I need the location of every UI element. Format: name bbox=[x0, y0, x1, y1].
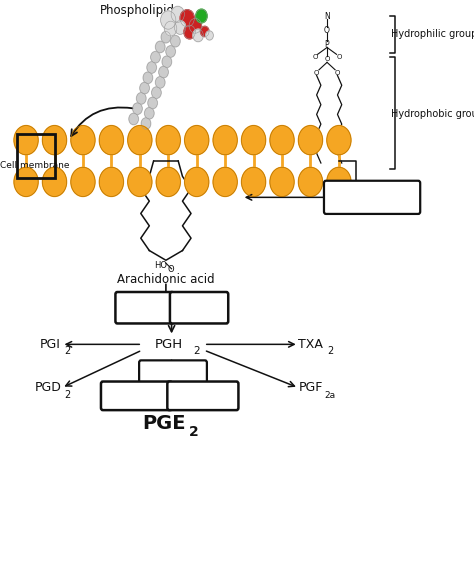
Text: m: m bbox=[179, 390, 191, 402]
Text: Phospolipases A: Phospolipases A bbox=[328, 189, 412, 199]
Circle shape bbox=[270, 125, 294, 154]
Text: P: P bbox=[325, 40, 329, 49]
Circle shape bbox=[242, 125, 266, 154]
FancyBboxPatch shape bbox=[324, 181, 420, 214]
Text: Hydrophilic group: Hydrophilic group bbox=[391, 29, 474, 39]
Circle shape bbox=[128, 125, 152, 154]
Text: O: O bbox=[335, 70, 340, 76]
FancyBboxPatch shape bbox=[170, 292, 228, 324]
Circle shape bbox=[213, 125, 237, 154]
Text: Arachidonic acid: Arachidonic acid bbox=[117, 273, 215, 285]
Text: O: O bbox=[314, 70, 319, 76]
FancyBboxPatch shape bbox=[101, 382, 172, 410]
Circle shape bbox=[162, 56, 172, 67]
Text: 2: 2 bbox=[189, 426, 198, 439]
Circle shape bbox=[327, 167, 351, 196]
Text: PGI: PGI bbox=[39, 338, 60, 351]
Text: PGES-1: PGES-1 bbox=[125, 391, 165, 401]
Text: Phospholipid: Phospholipid bbox=[100, 4, 175, 17]
Circle shape bbox=[196, 9, 207, 23]
Text: 2: 2 bbox=[64, 346, 71, 356]
Circle shape bbox=[206, 31, 213, 40]
Text: PGES: PGES bbox=[166, 368, 197, 381]
Circle shape bbox=[156, 167, 181, 196]
Text: O: O bbox=[167, 265, 174, 275]
Circle shape bbox=[148, 97, 157, 109]
Text: Cell membrane: Cell membrane bbox=[0, 161, 70, 170]
Text: 2: 2 bbox=[401, 197, 407, 206]
Circle shape bbox=[201, 26, 209, 37]
Text: PGH: PGH bbox=[155, 338, 183, 351]
Text: COX-1: COX-1 bbox=[127, 301, 163, 314]
Circle shape bbox=[145, 108, 154, 119]
Text: 2: 2 bbox=[64, 390, 71, 400]
Circle shape bbox=[143, 72, 153, 84]
Circle shape bbox=[161, 31, 171, 43]
Text: PGF: PGF bbox=[298, 382, 323, 394]
Circle shape bbox=[141, 118, 151, 129]
Circle shape bbox=[171, 35, 180, 47]
Text: O: O bbox=[336, 54, 342, 60]
Text: O: O bbox=[324, 57, 330, 62]
Text: O: O bbox=[324, 26, 330, 35]
Circle shape bbox=[43, 125, 66, 154]
Circle shape bbox=[128, 167, 152, 196]
Text: c: c bbox=[156, 368, 163, 381]
Circle shape bbox=[147, 62, 156, 73]
Circle shape bbox=[184, 25, 195, 39]
Circle shape bbox=[129, 113, 138, 125]
Circle shape bbox=[185, 125, 209, 154]
Circle shape bbox=[152, 87, 161, 98]
Circle shape bbox=[193, 29, 203, 42]
Circle shape bbox=[137, 93, 146, 104]
Circle shape bbox=[164, 21, 177, 36]
Text: TXA: TXA bbox=[298, 338, 323, 351]
FancyBboxPatch shape bbox=[139, 360, 207, 389]
Circle shape bbox=[140, 82, 149, 94]
Text: Hydrophobic group: Hydrophobic group bbox=[391, 109, 474, 120]
Text: PGE: PGE bbox=[142, 414, 185, 433]
Circle shape bbox=[213, 167, 237, 196]
Text: PGES-2: PGES-2 bbox=[191, 391, 232, 401]
Circle shape bbox=[155, 41, 165, 53]
Circle shape bbox=[299, 125, 323, 154]
Circle shape bbox=[14, 125, 38, 154]
Circle shape bbox=[159, 66, 168, 78]
Circle shape bbox=[174, 21, 186, 34]
Circle shape bbox=[71, 167, 95, 196]
Circle shape bbox=[166, 46, 175, 57]
Text: 2a: 2a bbox=[325, 391, 336, 400]
Circle shape bbox=[161, 11, 176, 29]
FancyBboxPatch shape bbox=[167, 382, 238, 410]
Text: 2: 2 bbox=[193, 346, 200, 356]
Text: m: m bbox=[113, 390, 124, 402]
Circle shape bbox=[100, 125, 124, 154]
Text: O: O bbox=[312, 54, 318, 60]
Circle shape bbox=[100, 167, 124, 196]
Circle shape bbox=[171, 6, 184, 22]
Circle shape bbox=[327, 125, 351, 154]
Circle shape bbox=[156, 125, 181, 154]
Circle shape bbox=[71, 125, 95, 154]
Text: N: N bbox=[324, 11, 330, 21]
Circle shape bbox=[270, 167, 294, 196]
Circle shape bbox=[133, 103, 142, 114]
Text: COX-2: COX-2 bbox=[181, 301, 217, 314]
Circle shape bbox=[189, 18, 201, 33]
Circle shape bbox=[180, 10, 194, 27]
Circle shape bbox=[185, 167, 209, 196]
Text: PGD: PGD bbox=[35, 382, 62, 394]
Circle shape bbox=[14, 167, 38, 196]
Text: HO: HO bbox=[154, 261, 167, 271]
Circle shape bbox=[43, 167, 66, 196]
Circle shape bbox=[242, 167, 266, 196]
Circle shape bbox=[151, 51, 160, 63]
FancyBboxPatch shape bbox=[115, 292, 173, 324]
Text: 2: 2 bbox=[327, 346, 334, 356]
Circle shape bbox=[299, 167, 323, 196]
Circle shape bbox=[155, 77, 165, 88]
